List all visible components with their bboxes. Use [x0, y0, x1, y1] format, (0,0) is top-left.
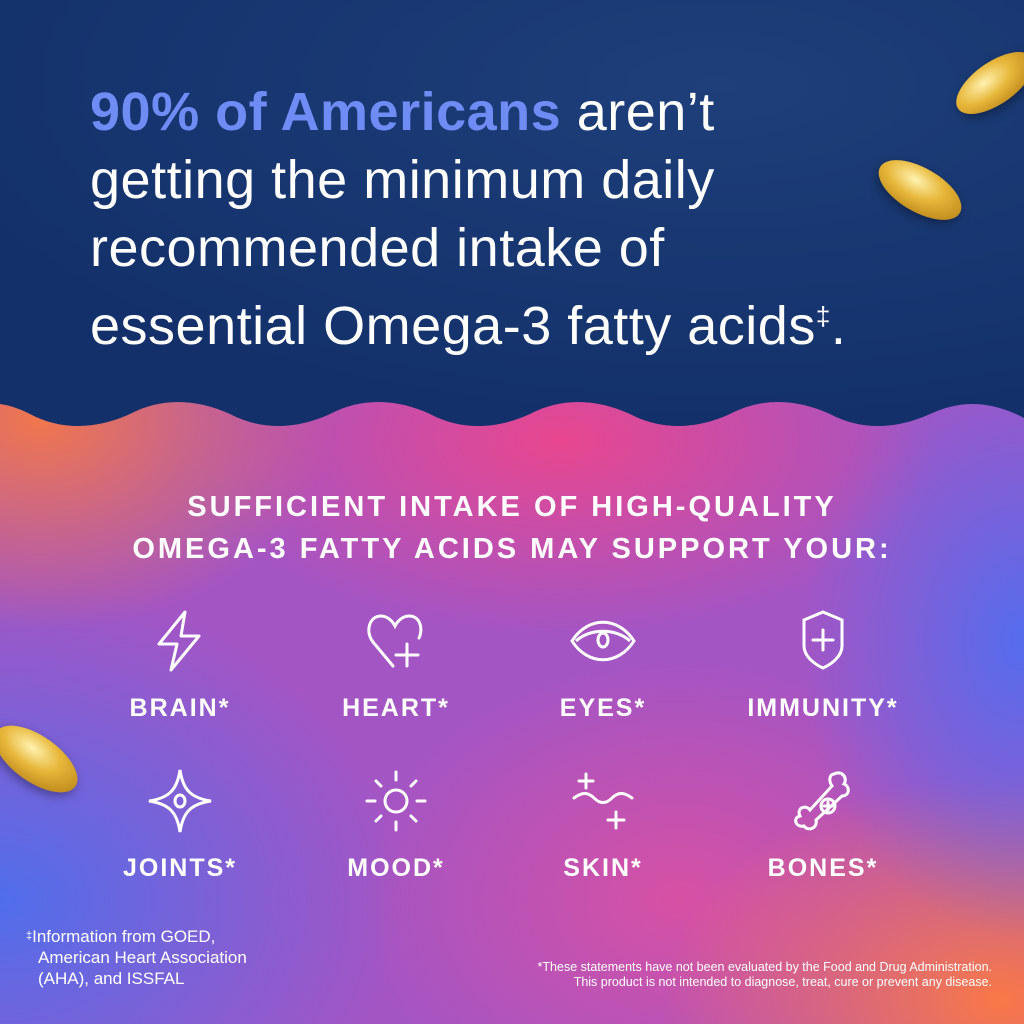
benefit-label: IMMUNITY* [747, 694, 899, 722]
headline-text: essential Omega-3 fatty acids [90, 296, 816, 356]
headline-text: getting the minimum daily [90, 150, 715, 210]
benefit-joints: JOINTS* [80, 768, 280, 883]
sun-icon [365, 770, 427, 832]
star-joint-icon [148, 769, 212, 833]
footnote-line: Information from GOED, [32, 927, 216, 946]
dagger-mark: ‡ [26, 930, 33, 942]
wave-sparkle-icon [572, 772, 634, 830]
shield-plus-icon [802, 610, 844, 670]
benefit-label: HEART* [342, 694, 450, 722]
benefit-immunity: IMMUNITY* [723, 608, 923, 723]
subheading-line: SUFFICIENT INTAKE OF HIGH-QUALITY [187, 491, 837, 523]
benefit-mood: MOOD* [296, 768, 496, 883]
eye-icon [570, 620, 636, 662]
footnote-line: (AHA), and ISSFAL [38, 969, 185, 988]
subheading-line: OMEGA-3 FATTY ACIDS MAY SUPPORT YOUR: [132, 533, 892, 565]
disclaimer-line: *These statements have not been evaluate… [537, 960, 992, 974]
source-footnote: ‡Information from GOED, American Heart A… [26, 926, 247, 989]
benefit-label: BONES* [767, 854, 879, 882]
navy-header-band [0, 0, 1024, 440]
headline-text: aren’t [561, 82, 715, 142]
benefit-heart: HEART* [296, 608, 496, 723]
benefit-label: SKIN* [563, 854, 643, 882]
lightning-icon [157, 610, 201, 672]
benefit-label: MOOD* [347, 854, 445, 882]
benefit-label: BRAIN* [129, 694, 231, 722]
bone-plus-icon [794, 771, 850, 831]
disclaimer-line: This product is not intended to diagnose… [573, 975, 992, 989]
footnote-line: American Heart Association [38, 948, 247, 967]
benefit-eyes: EYES* [503, 608, 703, 723]
benefit-label: EYES* [559, 694, 647, 722]
benefit-label: JOINTS* [122, 854, 238, 882]
headline-text: . [830, 296, 847, 356]
subheading: SUFFICIENT INTAKE OF HIGH-QUALITY OMEGA-… [0, 486, 1024, 570]
benefit-skin: SKIN* [503, 768, 703, 883]
heart-plus-icon [367, 614, 423, 668]
headline: 90% of Americans aren’t getting the mini… [90, 78, 990, 360]
headline-highlight: 90% of Americans [90, 82, 562, 142]
capsule-image [0, 712, 89, 806]
dagger-mark: ‡ [815, 301, 831, 331]
benefit-bones: BONES* [723, 768, 923, 883]
headline-text: recommended intake of [90, 218, 665, 278]
fda-disclaimer: *These statements have not been evaluate… [538, 960, 992, 990]
benefit-brain: BRAIN* [80, 608, 280, 723]
